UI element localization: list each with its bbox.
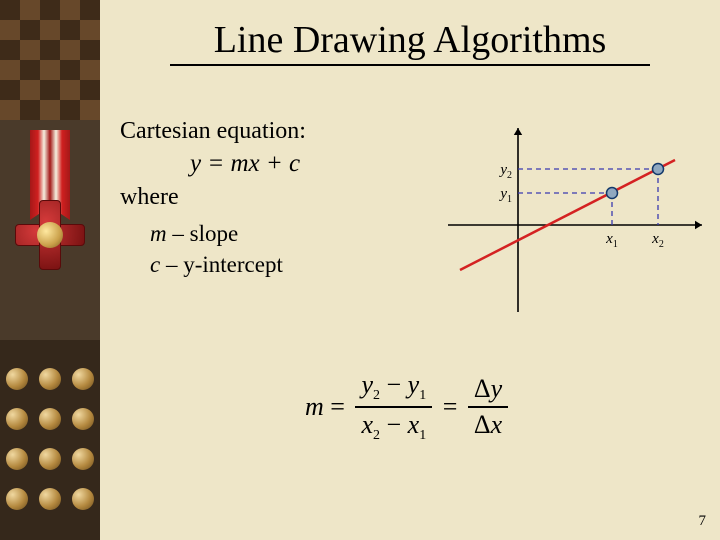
fraction-1: y2 − y1 x2 − x1 <box>355 370 432 444</box>
def-c: c – y-intercept <box>150 249 306 280</box>
abacus-decoration <box>0 340 100 540</box>
medal-decoration <box>10 130 90 270</box>
definitions: m – slope c – y-intercept <box>120 218 306 280</box>
svg-text:x2: x2 <box>651 231 664 250</box>
fraction-2: Δy Δx <box>468 374 508 440</box>
slide-title: Line Drawing Algorithms <box>100 18 720 62</box>
title-underline <box>170 64 650 66</box>
slope-formula: m = y2 − y1 x2 − x1 = Δy Δx <box>305 370 605 444</box>
page-number: 7 <box>699 513 707 530</box>
coordinate-diagram: y2 y1 x1 x2 <box>440 120 710 320</box>
decorative-sidebar <box>0 0 100 540</box>
equation-line: y = mx + c <box>120 147 306 181</box>
def-m: m – slope <box>150 218 306 249</box>
cartesian-label: Cartesian equation: <box>120 115 306 147</box>
where-label: where <box>120 181 306 213</box>
checker-pattern <box>0 0 100 120</box>
slide-content: Line Drawing Algorithms Cartesian equati… <box>100 0 720 540</box>
svg-text:y2: y2 <box>498 162 512 181</box>
svg-text:y1: y1 <box>498 186 512 205</box>
diagram-svg: y2 y1 x1 x2 <box>440 120 710 320</box>
body-text: Cartesian equation: y = mx + c where m –… <box>120 115 306 280</box>
svg-text:x1: x1 <box>605 231 618 250</box>
